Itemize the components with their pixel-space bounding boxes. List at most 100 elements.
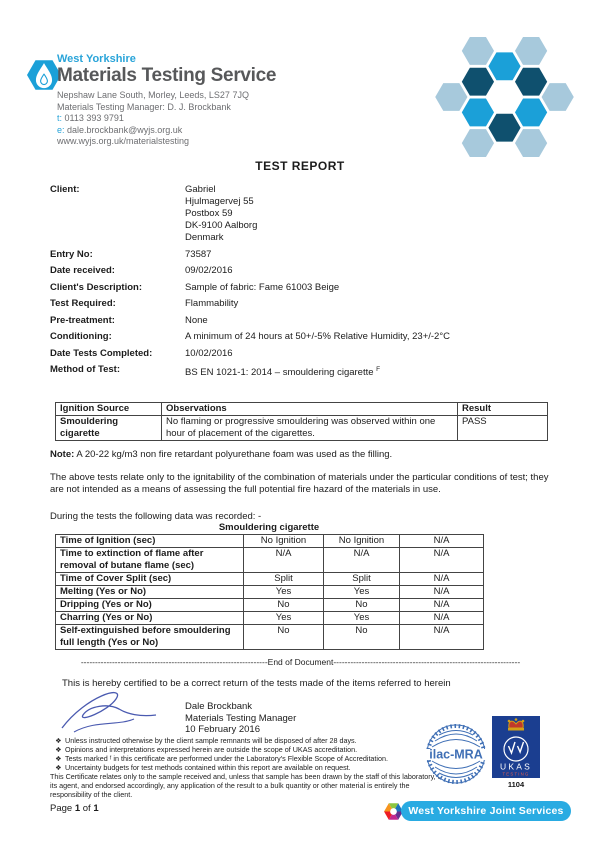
note-label: Note:: [50, 449, 75, 460]
field-client: Client: Gabriel Hjulmagervej 55 Postbox …: [50, 184, 570, 244]
table-row: Charring (Yes or No) Yes Yes N/A: [55, 611, 484, 625]
footnote-text: Tests marked ᶠ in this certificate are p…: [65, 754, 389, 763]
phone-number: 0113 393 9791: [64, 113, 124, 123]
phone-prefix: t:: [57, 113, 63, 123]
specimen2-value: Yes: [323, 585, 400, 599]
specimen2-value: Split: [323, 572, 400, 586]
org-name: Materials Testing Service: [57, 65, 277, 86]
specimen3-value: N/A: [399, 598, 484, 612]
table-row: Dripping (Yes or No) No No N/A: [55, 598, 484, 612]
org-address-block: Nepshaw Lane South, Morley, Leeds, LS27 …: [57, 90, 276, 148]
report-fields: Client: Gabriel Hjulmagervej 55 Postbox …: [50, 184, 570, 384]
footnote-text: Unless instructed otherwise by the clien…: [65, 736, 357, 745]
field-value: 09/02/2016: [185, 265, 233, 276]
field-label: Pre-treatment:: [50, 314, 115, 326]
field-date-tests-completed: Date Tests Completed: 10/02/2016: [50, 348, 570, 360]
data-table-title: Smouldering cigarette: [218, 522, 320, 533]
specimen1-value: Split: [243, 572, 324, 586]
field-value: A minimum of 24 hours at 50+/-5% Relativ…: [185, 331, 450, 342]
diamond-bullet-icon: ❖: [55, 736, 62, 745]
report-title: TEST REPORT: [255, 159, 345, 173]
field-client-description: Client's Description: Sample of fabric: …: [50, 282, 570, 294]
row-label: Time of Cover Split (sec): [55, 572, 244, 586]
row-label: Time to extinction of flame after remova…: [55, 547, 244, 573]
footnote-text: Uncertainty budgets for test methods con…: [65, 763, 351, 772]
field-label: Test Required:: [50, 298, 116, 309]
result-cell: PASS: [457, 415, 548, 441]
page-number: Page 1 of 1: [50, 803, 99, 814]
specimen1-value: No: [243, 598, 324, 612]
signature-scribble: [61, 691, 157, 733]
row-label: Dripping (Yes or No): [55, 598, 244, 612]
ilac-mra-label: ilac-MRA: [429, 748, 482, 762]
field-entry-no: Entry No: 73587: [50, 249, 570, 261]
field-value: 10/02/2016: [185, 347, 233, 359]
filling-note: Note: A 20-22 kg/m3 non fire retardant p…: [50, 449, 392, 460]
website: www.wyjs.org.uk/materialstesting: [57, 136, 190, 146]
ukas-accreditation-number: 1104: [508, 780, 525, 789]
specimen2-value: No: [323, 624, 400, 650]
table-row: Melting (Yes or No) Yes Yes N/A: [55, 585, 484, 599]
field-conditioning: Conditioning: A minimum of 24 hours at 5…: [50, 331, 570, 343]
footnotes: ❖ Unless instructed otherwise by the clie…: [52, 736, 452, 772]
specimen2-value: No: [323, 598, 400, 612]
email-address: dale.brockbank@wyjs.org.uk: [67, 124, 183, 135]
field-value: BS EN 1021-1: 2014 – smouldering cigaret…: [185, 366, 381, 379]
field-date-received: Date received: 09/02/2016: [50, 265, 570, 277]
wyjs-drop-logo-icon: [27, 60, 61, 90]
certificate-liability-note: This Certificate relates only to the sam…: [50, 772, 445, 799]
scope-paragraph: The above tests relate only to the ignit…: [50, 472, 549, 495]
signatory-block: Dale Brockbank Materials Testing Manager…: [185, 701, 296, 736]
diamond-bullet-icon: ❖: [55, 745, 62, 754]
specimen3-value: N/A: [399, 585, 484, 599]
signatory-role: Materials Testing Manager: [185, 712, 297, 724]
end-of-document-divider: ----------------------------------------…: [80, 657, 521, 667]
org-region: West Yorkshire: [57, 53, 136, 65]
row-label: Charring (Yes or No): [55, 611, 244, 625]
field-label: Client:: [50, 184, 80, 195]
note-text: A 20-22 kg/m3 non fire retardant polyure…: [74, 449, 393, 460]
specimen1-value: Yes: [243, 585, 324, 599]
results-table: Ignition Source Observations Result Smou…: [55, 402, 548, 441]
col-observations: Observations: [161, 402, 458, 416]
phone-line: t: 0113 393 9791: [57, 113, 276, 125]
footnote-item: ❖ Opinions and interpretations expressed …: [52, 745, 452, 754]
ilac-mra-logo: ilac-MRA: [425, 724, 487, 784]
specimen2-value: Yes: [323, 611, 400, 625]
specimen2-value: N/A: [323, 547, 400, 573]
manager-line: Materials Testing Manager: D. J. Brockba…: [57, 101, 231, 112]
wyjs-footer-banner: West Yorkshire Joint Services: [401, 801, 571, 821]
table-row: Time of Cover Split (sec) Split Split N/…: [55, 572, 484, 586]
field-label: Client's Description:: [50, 281, 142, 293]
ukas-sub-label: TESTING: [502, 772, 529, 777]
table-row: Smouldering cigarette No flaming or prog…: [55, 415, 548, 441]
field-value: Sample of fabric: Fame 61003 Beige: [185, 281, 340, 293]
field-value: None: [185, 314, 208, 326]
field-pre-treatment: Pre-treatment: None: [50, 315, 570, 327]
specimen3-value: N/A: [399, 611, 484, 625]
field-label: Method of Test:: [50, 364, 121, 375]
row-label: Self-extinguished before smouldering ful…: [55, 624, 244, 650]
specimen1-value: N/A: [243, 547, 324, 573]
field-value: Flammability: [185, 298, 239, 309]
row-label: Melting (Yes or No): [55, 585, 244, 599]
footnote-item: ❖ Tests marked ᶠ in this certificate are …: [52, 754, 452, 763]
signatory-date: 10 February 2016: [185, 724, 260, 735]
email-prefix: e:: [57, 124, 65, 135]
footnote-item: ❖ Uncertainty budgets for test methods co…: [52, 763, 452, 772]
certification-statement: This is hereby certified to be a correct…: [62, 678, 451, 689]
table-header-row: Ignition Source Observations Result: [55, 402, 548, 416]
specimen1-value: No Ignition: [243, 534, 324, 548]
specimen1-value: Yes: [243, 611, 324, 625]
specimen3-value: N/A: [399, 534, 484, 548]
col-ignition-source: Ignition Source: [55, 402, 162, 416]
footnote-text: Opinions and interpretations expressed h…: [65, 745, 358, 754]
field-test-required: Test Required: Flammability: [50, 298, 570, 310]
col-result: Result: [457, 402, 548, 416]
specimen3-value: N/A: [399, 624, 484, 650]
field-value: 73587: [185, 248, 212, 260]
footnote-item: ❖ Unless instructed otherwise by the clie…: [52, 736, 452, 745]
email-line: e: dale.brockbank@wyjs.org.uk: [57, 125, 276, 137]
field-label: Date received:: [50, 265, 115, 276]
